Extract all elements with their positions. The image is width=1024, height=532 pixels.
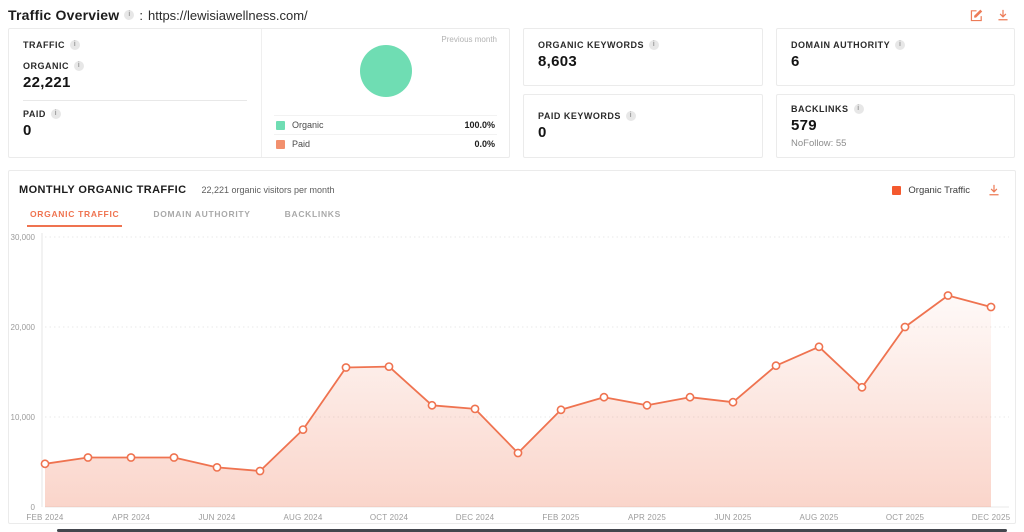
download-icon[interactable] [996, 8, 1010, 22]
organic-keywords-value: 8,603 [538, 53, 578, 70]
organic-traffic-value: 22,221 [23, 74, 71, 91]
svg-text:APR 2024: APR 2024 [112, 513, 150, 522]
previous-month-label: Previous month [441, 35, 497, 44]
horizontal-scrollbar[interactable] [57, 529, 1007, 532]
tab-backlinks[interactable]: BACKLINKS [284, 209, 342, 219]
info-icon[interactable] [649, 40, 660, 50]
chart-svg: 0 10,000 20,000 30,000 FEB 2024 APR 2024 JUN 2… [11, 233, 1011, 522]
svg-text:30,000: 30,000 [11, 233, 36, 242]
page-title: Traffic Overview [8, 7, 120, 23]
svg-text:0: 0 [31, 503, 36, 512]
monthly-organic-traffic-card: MONTHLY ORGANIC TRAFFIC 22,221 organic v… [8, 170, 1016, 524]
svg-text:AUG 2025: AUG 2025 [800, 513, 839, 522]
svg-text:JUN 2024: JUN 2024 [198, 513, 236, 522]
svg-text:FEB 2025: FEB 2025 [542, 513, 580, 522]
traffic-label-row: TRAFFIC [23, 40, 247, 50]
paid-keywords-value: 0 [538, 124, 547, 141]
organic-keywords-label: ORGANIC KEYWORDS [538, 40, 645, 50]
tab-organic-traffic[interactable]: ORGANIC TRAFFIC [27, 209, 123, 227]
domain-authority-value: 6 [791, 53, 800, 70]
svg-text:20,000: 20,000 [11, 323, 36, 332]
organic-swatch-icon [276, 120, 285, 130]
paid-keywords-label-row: PAID KEYWORDS [538, 111, 748, 121]
header-actions [969, 8, 1010, 23]
organic-label-row: ORGANIC [23, 61, 247, 71]
summary-cards: TRAFFIC ORGANIC 22,221 PAID 0 Previous m… [8, 28, 1016, 158]
organic-keywords-label-row: ORGANIC KEYWORDS [538, 40, 748, 50]
svg-text:APR 2025: APR 2025 [628, 513, 666, 522]
domain-authority-label: DOMAIN AUTHORITY [791, 40, 891, 50]
backlinks-value: 579 [791, 117, 817, 134]
svg-text:OCT 2024: OCT 2024 [370, 513, 409, 522]
pie-legend-row-organic: Organic 100.0% [274, 115, 497, 134]
traffic-stats: TRAFFIC ORGANIC 22,221 PAID 0 [9, 29, 261, 157]
edit-icon[interactable] [969, 8, 984, 23]
info-icon[interactable] [50, 109, 61, 119]
paid-keywords-card: PAID KEYWORDS 0 [523, 94, 763, 158]
paid-keywords-label: PAID KEYWORDS [538, 111, 621, 121]
info-icon[interactable] [70, 40, 80, 50]
pie-legend-organic-value: 100.0% [464, 120, 495, 130]
pie-legend-paid-label: Paid [292, 139, 311, 149]
pie-legend-organic-label: Organic [292, 120, 324, 130]
info-icon[interactable] [625, 111, 636, 121]
monthly-title: MONTHLY ORGANIC TRAFFIC [19, 184, 187, 196]
backlinks-label-row: BACKLINKS [791, 104, 1000, 114]
chart-legend: Organic Traffic [892, 183, 1001, 197]
svg-text:FEB 2024: FEB 2024 [26, 513, 64, 522]
traffic-pie-chart [359, 45, 412, 97]
svg-text:OCT 2025: OCT 2025 [886, 513, 925, 522]
info-icon[interactable] [124, 10, 135, 20]
tab-domain-authority[interactable]: DOMAIN AUTHORITY [153, 209, 251, 219]
site-url: https://lewisiawellness.com/ [148, 7, 308, 23]
svg-text:AUG 2024: AUG 2024 [284, 513, 323, 522]
organic-keywords-card: ORGANIC KEYWORDS 8,603 [523, 28, 763, 86]
backlinks-label: BACKLINKS [791, 104, 849, 114]
svg-text:DEC 2025: DEC 2025 [972, 513, 1011, 522]
page-header: Traffic Overview : https://lewisiawellne… [0, 0, 1024, 26]
pie-legend-paid-value: 0.0% [474, 139, 495, 149]
organic-traffic-chart[interactable]: 0 10,000 20,000 30,000 FEB 2024 APR 2024 JUN 2… [9, 227, 1015, 523]
chart-tabs: ORGANIC TRAFFIC DOMAIN AUTHORITY BACKLIN… [9, 197, 1015, 227]
info-icon[interactable] [853, 104, 864, 114]
monthly-subtitle: 22,221 organic visitors per month [201, 185, 335, 195]
paid-traffic-value: 0 [23, 122, 32, 139]
svg-text:10,000: 10,000 [11, 413, 36, 422]
paid-swatch-icon [276, 139, 285, 149]
traffic-label: TRAFFIC [23, 40, 65, 50]
organic-traffic-swatch-icon [892, 185, 902, 195]
svg-text:DEC 2024: DEC 2024 [456, 513, 495, 522]
paid-label: PAID [23, 109, 46, 119]
monthly-header: MONTHLY ORGANIC TRAFFIC 22,221 organic v… [9, 171, 1015, 197]
domain-authority-card: DOMAIN AUTHORITY 6 [776, 28, 1015, 86]
pie-legend-row-paid: Paid 0.0% [274, 134, 497, 153]
svg-text:JUN 2025: JUN 2025 [714, 513, 752, 522]
divider [23, 100, 247, 101]
paid-label-row: PAID [23, 109, 247, 119]
organic-label: ORGANIC [23, 61, 69, 71]
info-icon[interactable] [895, 40, 906, 50]
traffic-card: TRAFFIC ORGANIC 22,221 PAID 0 Previous m… [8, 28, 510, 158]
domain-authority-label-row: DOMAIN AUTHORITY [791, 40, 1000, 50]
traffic-pie-panel: Previous month Organic 100.0% Paid 0.0% [261, 29, 509, 157]
info-icon[interactable] [74, 61, 84, 71]
backlinks-nofollow: NoFollow: 55 [791, 138, 847, 149]
chart-download-icon[interactable] [987, 183, 1001, 197]
backlinks-card: BACKLINKS 579 NoFollow: 55 [776, 94, 1015, 158]
chart-legend-label: Organic Traffic [908, 184, 970, 196]
title-url-separator: : [139, 7, 143, 23]
pie-legend: Organic 100.0% Paid 0.0% [274, 115, 497, 153]
